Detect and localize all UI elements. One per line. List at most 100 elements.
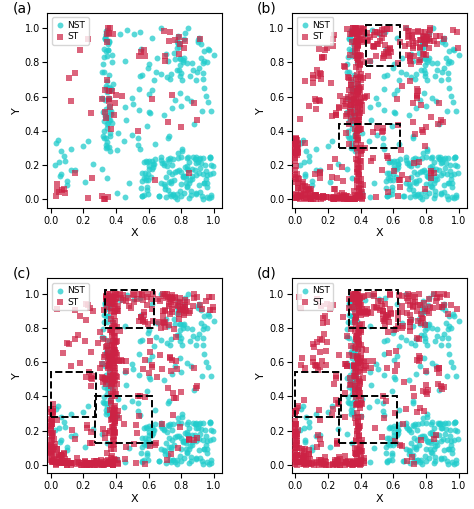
ST [399,322,407,330]
ST [357,125,365,133]
NST [200,325,207,333]
NST [170,420,177,429]
ST [351,387,359,395]
NST [402,70,410,78]
NST [183,359,191,367]
ST [300,194,308,203]
ST [85,368,92,376]
ST [350,91,357,99]
NST [207,418,214,426]
ST [358,29,366,37]
ST [292,162,300,170]
NST [352,351,359,359]
ST [149,317,157,325]
NST [203,179,210,187]
NST [316,165,324,174]
ST [114,306,121,315]
ST [413,307,421,315]
ST [353,343,360,351]
ST [165,302,173,310]
NST [151,406,158,414]
NST [373,94,380,102]
ST [351,112,359,120]
ST [111,369,119,377]
ST [141,318,148,326]
NST [381,410,388,418]
NST [160,111,168,119]
ST [299,454,307,462]
ST [355,341,363,349]
NST [447,358,455,366]
ST [168,291,176,299]
ST [302,194,310,202]
NST [350,116,357,124]
ST [164,118,172,126]
NST [160,159,168,167]
NST [351,116,358,124]
ST [401,378,408,386]
ST [57,459,65,467]
NST [107,84,115,93]
NST [102,105,109,114]
ST [107,307,115,316]
NST [146,108,153,116]
ST [113,351,120,359]
NST [412,335,420,344]
NST [402,153,410,161]
NST [345,45,353,53]
ST [306,189,313,197]
ST [293,136,301,145]
ST [310,358,317,366]
NST [169,171,176,179]
NST [191,166,198,174]
NST [410,154,418,162]
NST [174,304,182,313]
ST [383,364,391,373]
NST [105,82,113,91]
ST [432,32,439,40]
NST [419,297,427,305]
ST [301,455,308,463]
ST [72,69,79,77]
ST [355,392,363,400]
NST [144,387,151,395]
ST [351,390,359,398]
NST [366,103,374,111]
ST [57,451,65,459]
NST [324,408,332,416]
NST [347,36,355,44]
ST [158,365,165,373]
NST [200,322,208,330]
NST [347,47,355,55]
ST [406,57,413,65]
ST [350,295,358,303]
ST [381,31,388,39]
ST [313,191,320,200]
NST [175,66,183,74]
NST [345,318,352,326]
NST [302,147,310,155]
Y-axis label: Y: Y [256,107,266,114]
NST [128,131,136,139]
ST [183,298,191,306]
ST [53,445,61,454]
ST [111,419,119,428]
ST [301,364,309,373]
ST [333,456,341,464]
NST [454,169,462,177]
ST [356,192,364,201]
NST [163,162,171,170]
NST [431,441,438,449]
NST [395,406,403,414]
NST [175,331,183,339]
ST [343,110,351,118]
NST [180,455,188,463]
NST [200,84,208,92]
NST [349,312,356,320]
ST [106,372,114,380]
NST [113,146,120,154]
ST [370,42,377,50]
NST [365,137,373,146]
NST [405,377,412,385]
X-axis label: X: X [376,229,383,238]
